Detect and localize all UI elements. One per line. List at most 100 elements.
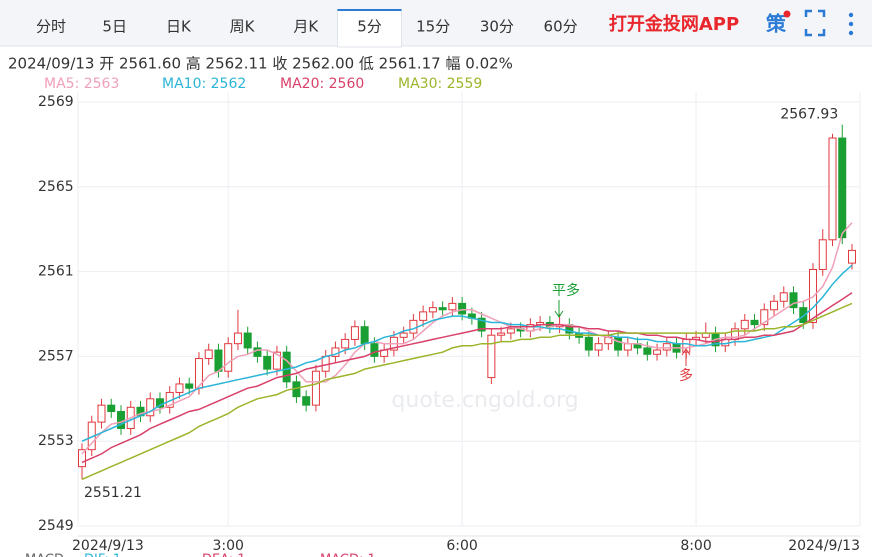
tab[interactable]: 5分 [357,18,382,36]
x-tick-label: 6:00 [446,538,477,554]
candle-body [477,317,486,332]
candle-body [458,302,467,315]
ma-line [81,292,853,464]
candle-body [370,343,379,357]
brand-link[interactable]: 打开金投网APP [609,13,739,35]
ma-line [81,222,853,455]
tab[interactable]: 月K [293,18,319,36]
candle-body [614,336,623,351]
macd-label: MACD [25,553,64,557]
candle-body [399,332,408,338]
macd-label: MACD: 1 [320,553,376,557]
candle-body [438,307,447,311]
candle-body [224,343,233,372]
watermark: quote.cngold.org [391,388,578,413]
x-tick-label: 3:00 [212,538,243,554]
candle-body [78,449,86,468]
candle-body [419,311,428,321]
ma-line [81,264,853,442]
menu-icon[interactable] [848,12,854,36]
candle-body [497,332,506,336]
candle-body [448,302,457,311]
candle-body [506,328,515,334]
legend-entry: MA30: 2559 [398,76,482,92]
candle-body [662,343,671,351]
candle-body [623,343,632,351]
candle-body [750,319,759,326]
tab[interactable]: 分时 [36,18,66,36]
candle-body [838,137,847,239]
signal-flat-long: 平多 [552,282,580,299]
candle-body [770,300,779,311]
signal-long: 多 [679,367,693,384]
y-tick-label: 2561 [38,264,74,280]
x-tick-label: 2024/9/13 [788,538,860,554]
candle-body [584,336,593,351]
active-tab [337,9,402,48]
candle-body [760,309,769,326]
candle-body [214,349,223,372]
signal-arrow-down [554,300,564,318]
strategy-button[interactable]: 策 [766,12,787,36]
candle-body [272,351,281,370]
x-tick-label: 8:00 [680,538,711,554]
macd-label: DIF: 1 [84,553,121,557]
candle-body [594,343,603,351]
candle-body [311,370,320,406]
max-label: 2567.93 [780,107,838,123]
candle-body [282,351,291,383]
tab[interactable]: 日K [166,18,192,36]
candle-body [818,239,827,270]
legend-entry: MA20: 2560 [280,76,364,92]
ma-line [81,302,853,481]
candle-body [263,355,272,370]
macd-label: DEA: 1 [202,553,246,557]
candle-body [243,332,252,349]
fullscreen-icon[interactable] [804,9,826,37]
candle-body [97,404,106,423]
y-tick-label: 2569 [38,94,74,110]
y-tick-label: 2553 [38,433,74,449]
tab[interactable]: 30分 [480,18,514,36]
tabs: 分时 5日 日K 周K 月K 5分 15分 30分 60分 [36,9,578,48]
candle-body [350,326,359,340]
candle-body [185,383,194,389]
candle-body [204,349,213,360]
candle-body [253,347,262,357]
tab[interactable]: 5日 [102,18,127,36]
signal-arrow-up [681,348,691,366]
y-tick-label: 2557 [38,348,74,364]
badge-dot [783,10,791,18]
candle-body [146,398,155,417]
ohlc-info: 2024/09/13 开 2561.60 高 2562.11 收 2562.00… [8,55,513,73]
candle-body [107,404,116,413]
min-label: 2551.21 [84,485,142,501]
candle-body [487,334,496,379]
candle-body [643,347,652,355]
x-tick-label: 2024/9/13 [72,538,144,554]
candle-body [848,249,856,264]
y-tick-label: 2549 [38,518,74,534]
candle-body [799,307,808,323]
tab[interactable]: 周K [230,18,256,36]
candle-body [740,319,749,330]
candle-body [789,292,798,309]
candle-body [428,307,437,313]
candle-body [360,326,369,345]
y-tick-label: 2565 [38,179,74,195]
legend-entry: MA5: 2563 [44,76,119,92]
candle-body [302,396,311,406]
legend-entry: MA10: 2562 [162,76,246,92]
tab[interactable]: 60分 [544,18,578,36]
candle-body [828,137,837,241]
candle-body [233,332,242,345]
tab-bar [0,0,872,46]
candle-body [653,349,662,355]
candle-body [175,383,184,393]
tab[interactable]: 15分 [416,18,450,36]
candle-body [779,292,788,302]
candle-body [409,319,418,334]
candle-body [341,338,350,349]
